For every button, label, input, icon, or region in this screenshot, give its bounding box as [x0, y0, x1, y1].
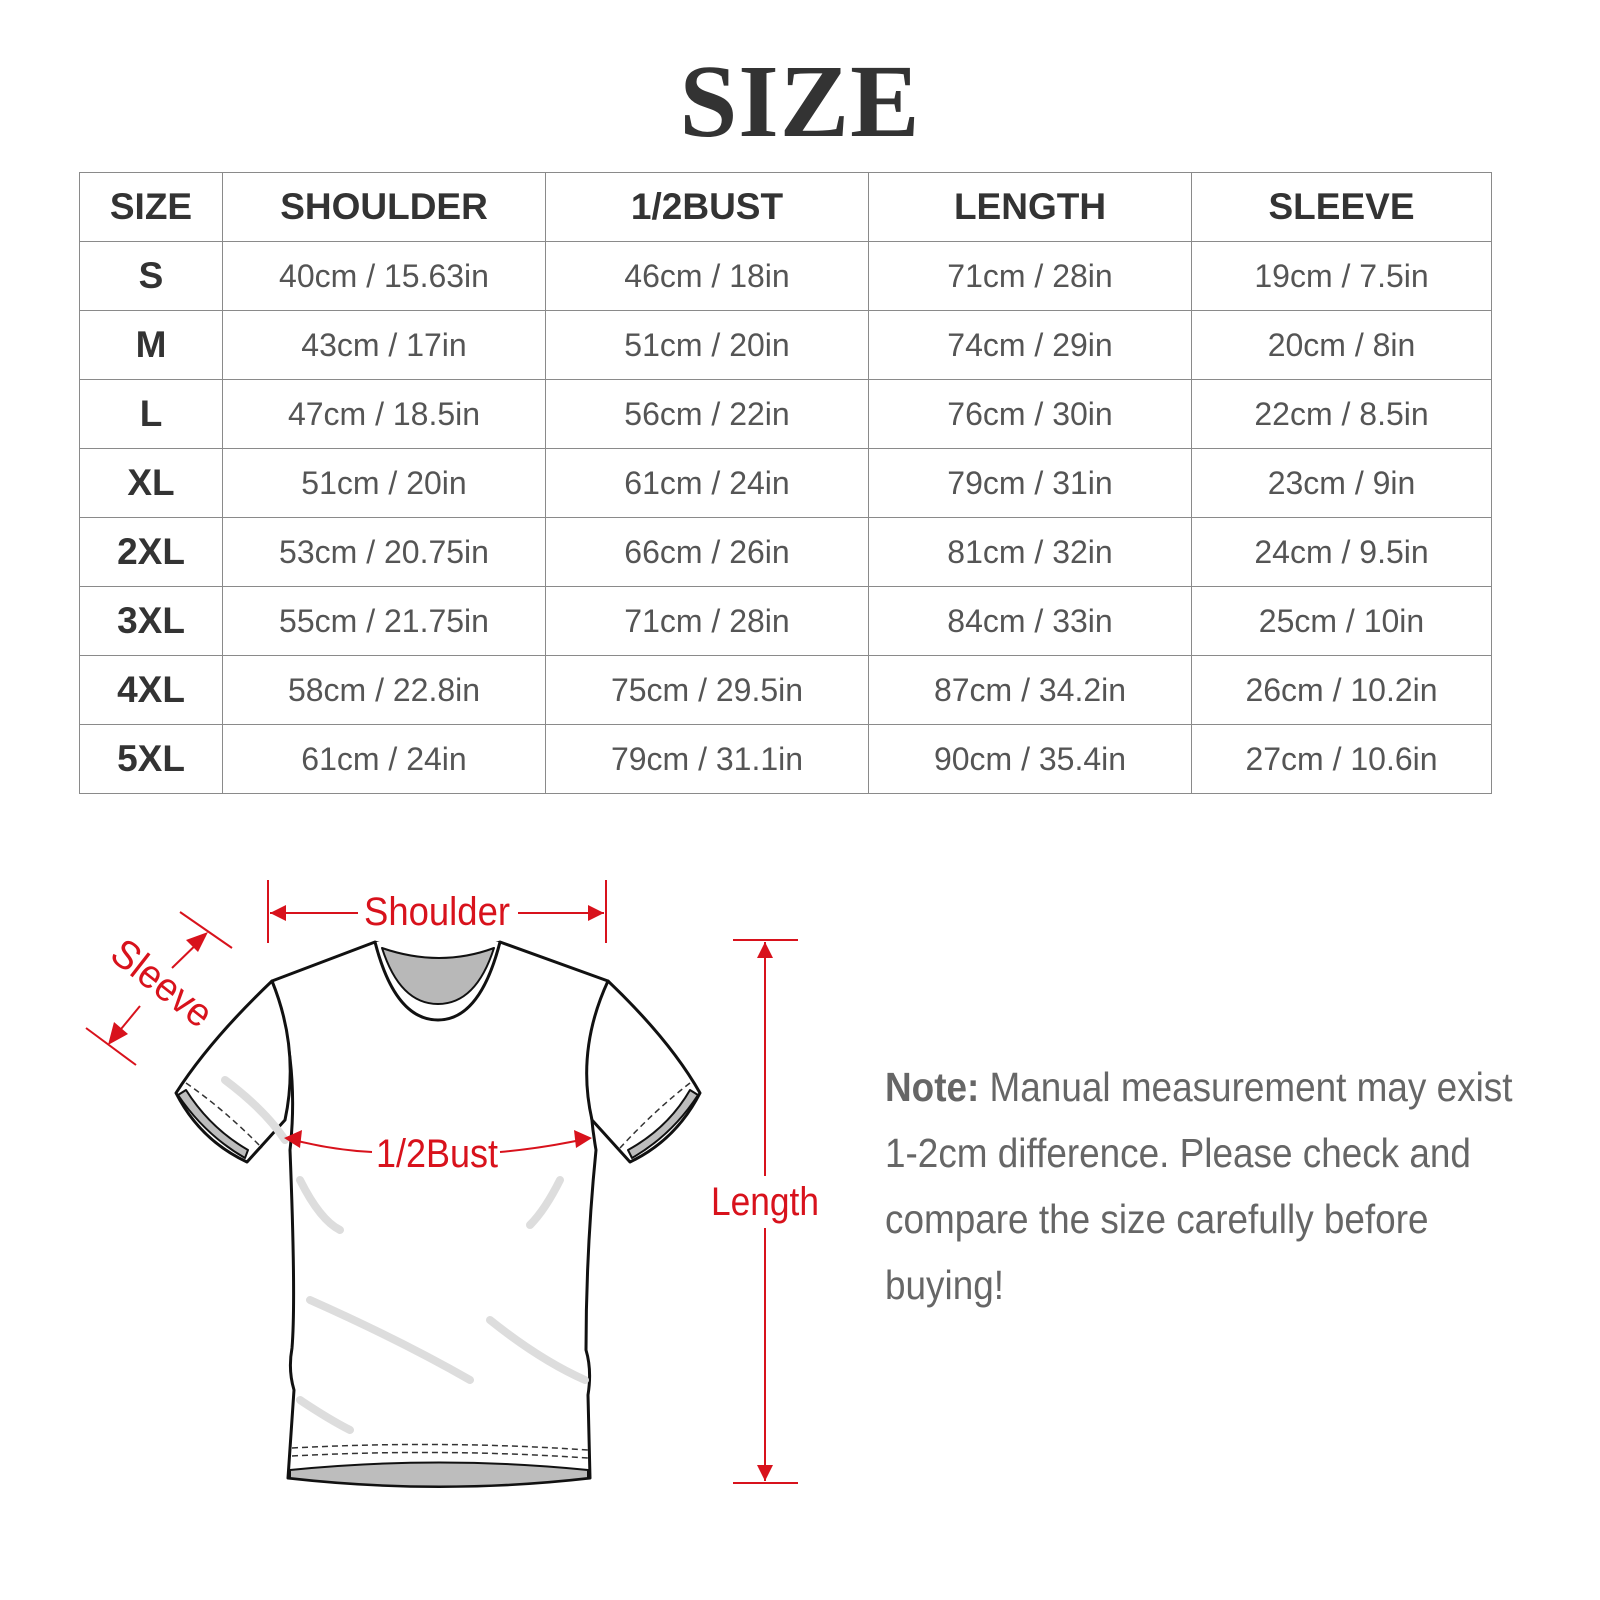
measurement-cell: 79cm / 31.1in	[545, 724, 869, 794]
note-text: Note: Manual measurement may exist 1-2cm…	[885, 1054, 1515, 1318]
measurement-cell: 51cm / 20in	[222, 448, 546, 518]
header-size: SIZE	[79, 172, 223, 242]
size-cell: S	[79, 241, 223, 311]
table-row: L 47cm / 18.5in 56cm / 22in 76cm / 30in 22cm…	[79, 379, 1492, 449]
table-row: 2XL 53cm / 20.75in 66cm / 26in 81cm / 32in 2…	[79, 517, 1492, 587]
size-cell: 4XL	[79, 655, 223, 725]
measurement-cell: 43cm / 17in	[222, 310, 546, 380]
measurement-cell: 23cm / 9in	[1191, 448, 1492, 518]
sleeve-label: Sleeve	[102, 930, 220, 1036]
measurement-cell: 46cm / 18in	[545, 241, 869, 311]
table-header-row: SIZE SHOULDER 1/2BUST LENGTH SLEEVE	[79, 172, 1492, 242]
measurement-cell: 71cm / 28in	[868, 241, 1192, 311]
table-row: 4XL 58cm / 22.8in 75cm / 29.5in 87cm / 34.2…	[79, 655, 1492, 725]
measurement-cell: 90cm / 35.4in	[868, 724, 1192, 794]
size-cell: M	[79, 310, 223, 380]
measurement-cell: 75cm / 29.5in	[545, 655, 869, 725]
header-bust: 1/2BUST	[545, 172, 869, 242]
table-row: S 40cm / 15.63in 46cm / 18in 71cm / 28in 19c…	[79, 241, 1492, 311]
stitch-lines	[185, 1082, 691, 1459]
size-cell: XL	[79, 448, 223, 518]
measurement-cell: 24cm / 9.5in	[1191, 517, 1492, 587]
table-row: 3XL 55cm / 21.75in 71cm / 28in 84cm / 33in 2…	[79, 586, 1492, 656]
size-table: SIZE SHOULDER 1/2BUST LENGTH SLEEVE S 40c…	[79, 172, 1492, 794]
measurement-cell: 71cm / 28in	[545, 586, 869, 656]
measurement-cell: 74cm / 29in	[868, 310, 1192, 380]
note-body: Manual measurement may exist 1-2cm diffe…	[885, 1064, 1513, 1308]
fabric-shading	[221, 1076, 589, 1434]
table-row: M 43cm / 17in 51cm / 20in 74cm / 29in 20cm /…	[79, 310, 1492, 380]
header-length: LENGTH	[868, 172, 1192, 242]
measurement-cell: 76cm / 30in	[868, 379, 1192, 449]
measurement-cell: 20cm / 8in	[1191, 310, 1492, 380]
tshirt-icon	[174, 940, 702, 1488]
measurement-cell: 19cm / 7.5in	[1191, 241, 1492, 311]
shoulder-label: Shoulder	[364, 890, 510, 934]
length-label: Length	[711, 1180, 819, 1224]
measurement-cell: 84cm / 33in	[868, 586, 1192, 656]
measurement-cell: 55cm / 21.75in	[222, 586, 546, 656]
measurement-cell: 40cm / 15.63in	[222, 241, 546, 311]
measurement-cell: 22cm / 8.5in	[1191, 379, 1492, 449]
bust-label: 1/2Bust	[376, 1132, 498, 1176]
table-row: XL 51cm / 20in 61cm / 24in 79cm / 31in 23cm …	[79, 448, 1492, 518]
table-row: 5XL 61cm / 24in 79cm / 31.1in 90cm / 35.4in…	[79, 724, 1492, 794]
size-cell: 3XL	[79, 586, 223, 656]
size-cell: 5XL	[79, 724, 223, 794]
size-cell: L	[79, 379, 223, 449]
note-label: Note:	[885, 1064, 980, 1110]
measurement-cell: 61cm / 24in	[222, 724, 546, 794]
page-title: SIZE	[679, 44, 921, 159]
measurement-cell: 25cm / 10in	[1191, 586, 1492, 656]
header-sleeve: SLEEVE	[1191, 172, 1492, 242]
measurement-arrows	[85, 880, 798, 1484]
measurement-cell: 26cm / 10.2in	[1191, 655, 1492, 725]
measurement-cell: 53cm / 20.75in	[222, 517, 546, 587]
measurement-cell: 61cm / 24in	[545, 448, 869, 518]
measurement-cell: 81cm / 32in	[868, 517, 1192, 587]
measurement-cell: 66cm / 26in	[545, 517, 869, 587]
measurement-cell: 56cm / 22in	[545, 379, 869, 449]
measurement-cell: 58cm / 22.8in	[222, 655, 546, 725]
measurement-cell: 27cm / 10.6in	[1191, 724, 1492, 794]
